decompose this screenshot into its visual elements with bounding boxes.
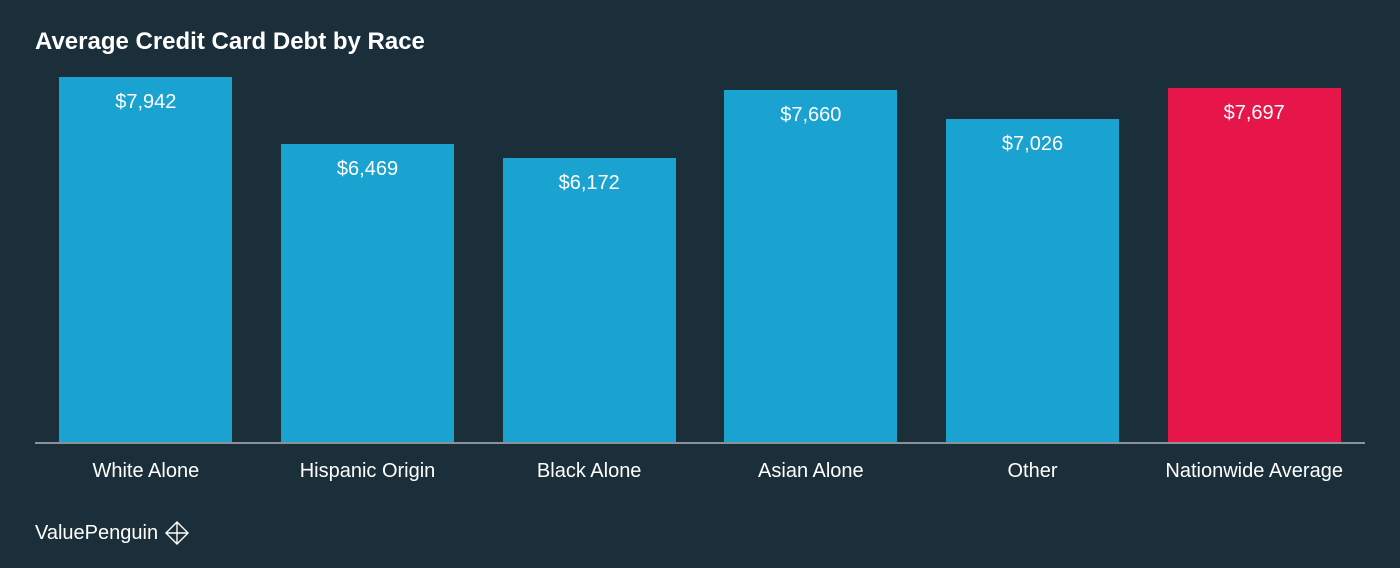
chart-container: Average Credit Card Debt by Race $7,942 …: [0, 0, 1400, 568]
penguin-diamond-icon: [164, 520, 190, 546]
x-label: Nationwide Average: [1143, 458, 1365, 484]
bar-white-alone: $7,942: [59, 77, 232, 442]
attribution-text: ValuePenguin: [35, 522, 158, 545]
bar-nationwide-average: $7,697: [1168, 88, 1341, 442]
bar-group: $7,942: [35, 74, 257, 442]
x-label: White Alone: [35, 458, 257, 484]
x-axis-labels: White Alone Hispanic Origin Black Alone …: [35, 458, 1365, 484]
bar-value: $7,942: [115, 91, 176, 114]
bar-hispanic-origin: $6,469: [281, 144, 454, 442]
bar-group: $6,172: [478, 74, 700, 442]
bar-group: $7,026: [922, 74, 1144, 442]
x-label: Hispanic Origin: [257, 458, 479, 484]
bar-value: $7,697: [1224, 102, 1285, 125]
plot-area: $7,942 $6,469 $6,172 $7,660 $7,026 $7,69: [35, 74, 1365, 444]
bar-value: $7,026: [1002, 133, 1063, 156]
bar-group: $6,469: [257, 74, 479, 442]
bar-value: $6,469: [337, 158, 398, 181]
x-label: Other: [922, 458, 1144, 484]
bar-black-alone: $6,172: [503, 158, 676, 442]
bar-asian-alone: $7,660: [724, 90, 897, 442]
bar-group: $7,660: [700, 74, 922, 442]
chart-title: Average Credit Card Debt by Race: [35, 28, 1365, 56]
x-label: Black Alone: [478, 458, 700, 484]
attribution: ValuePenguin: [35, 520, 190, 546]
x-label: Asian Alone: [700, 458, 922, 484]
bar-value: $6,172: [559, 172, 620, 195]
bar-value: $7,660: [780, 104, 841, 127]
bar-group: $7,697: [1143, 74, 1365, 442]
bar-other: $7,026: [946, 119, 1119, 442]
